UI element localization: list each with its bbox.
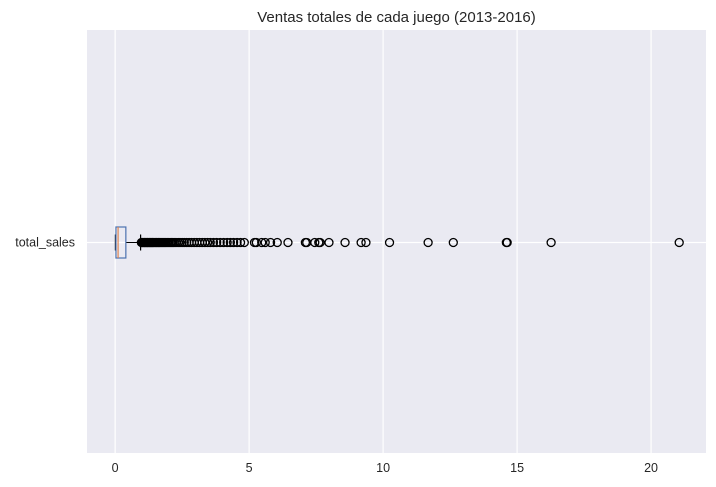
outlier-point <box>215 237 225 248</box>
outlier-point <box>219 237 229 248</box>
outlier-point <box>239 237 249 248</box>
outlier-point <box>222 237 232 248</box>
gridlines <box>87 30 706 453</box>
outlier-point <box>265 237 276 248</box>
outlier-point <box>423 237 433 248</box>
outlier-point <box>324 237 334 248</box>
x-tick-label: 10 <box>376 461 390 475</box>
outlier-point <box>228 237 239 248</box>
outlier-point <box>208 237 219 248</box>
outlier-points <box>136 237 684 248</box>
outlier-point <box>546 237 556 248</box>
outlier-point <box>272 237 282 248</box>
outlier-point <box>356 237 366 248</box>
iqr-box <box>115 226 127 259</box>
outlier-point <box>260 237 270 248</box>
x-tick-label: 0 <box>112 461 119 475</box>
outlier-point <box>384 237 395 248</box>
x-tick-label: 5 <box>246 461 253 475</box>
chart-title: Ventas totales de cada juego (2013-2016) <box>257 9 536 26</box>
x-axis-ticks: 0 5 10 15 20 <box>112 461 658 475</box>
outlier-point <box>232 237 242 248</box>
outlier-point <box>502 237 512 248</box>
outlier-point <box>315 237 325 248</box>
x-tick-label: 15 <box>510 461 524 475</box>
outlier-point <box>202 237 213 248</box>
category-label: total_sales <box>15 236 75 250</box>
outlier-point <box>225 237 236 248</box>
outlier-point <box>257 237 267 248</box>
outlier-point <box>205 237 215 248</box>
outlier-point <box>361 237 371 248</box>
outlier-point <box>340 237 350 248</box>
outlier-point <box>283 237 293 248</box>
x-tick-label: 20 <box>644 461 658 475</box>
outlier-point <box>674 237 684 248</box>
outlier-point <box>251 237 262 248</box>
outlier-point <box>448 237 458 248</box>
outlier-point <box>179 237 189 248</box>
outlier-point <box>212 237 222 248</box>
outlier-point <box>235 237 246 248</box>
outlier-point <box>310 237 320 248</box>
